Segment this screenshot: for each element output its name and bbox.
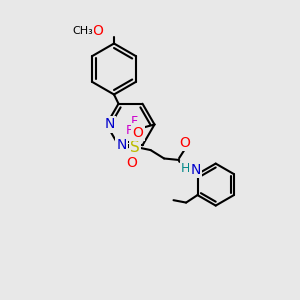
Text: CH₃: CH₃ (72, 26, 93, 36)
Text: F: F (133, 130, 140, 143)
Text: N: N (190, 163, 201, 177)
Text: S: S (130, 140, 140, 155)
Text: F: F (131, 115, 138, 128)
Text: O: O (92, 24, 103, 38)
Text: O: O (133, 126, 143, 140)
Text: O: O (127, 156, 137, 170)
Text: H: H (181, 162, 190, 175)
Text: O: O (179, 136, 190, 150)
Text: F: F (125, 124, 133, 137)
Text: N: N (116, 138, 127, 152)
Text: N: N (104, 118, 115, 131)
